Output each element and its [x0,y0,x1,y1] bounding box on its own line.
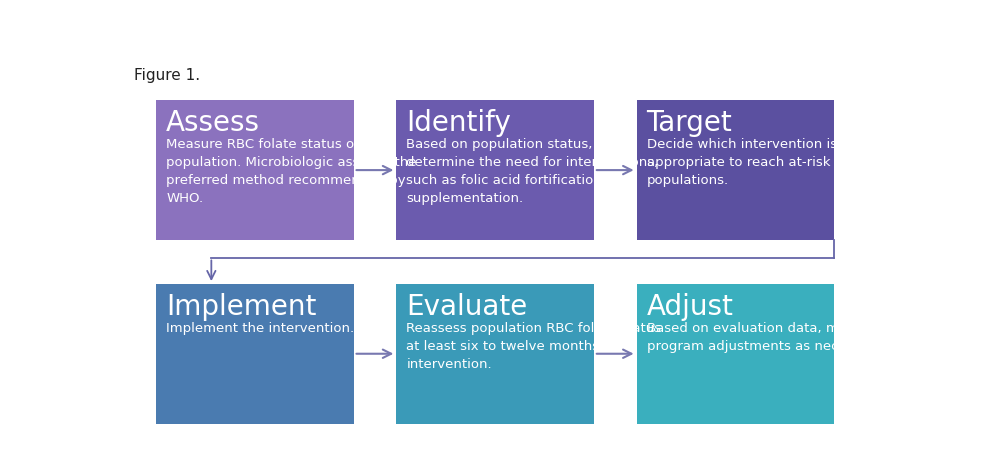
FancyBboxPatch shape [156,284,354,424]
Text: Identify: Identify [406,109,511,137]
Text: Figure 1.: Figure 1. [134,68,200,83]
Text: Implement the intervention.: Implement the intervention. [166,321,354,334]
FancyBboxPatch shape [637,101,834,240]
FancyBboxPatch shape [156,101,354,240]
FancyBboxPatch shape [396,101,594,240]
Text: Adjust: Adjust [647,292,733,320]
Text: Evaluate: Evaluate [406,292,528,320]
FancyBboxPatch shape [396,284,594,424]
Text: Measure RBC folate status of
population. Microbiologic assay is the
preferred me: Measure RBC folate status of population.… [166,138,417,205]
Text: Based on evaluation data, make
program adjustments as necessary.: Based on evaluation data, make program a… [647,321,884,352]
FancyBboxPatch shape [637,284,834,424]
Text: Decide which intervention is the most
appropriate to reach at-risk
populations.: Decide which intervention is the most ap… [647,138,900,187]
Text: Implement: Implement [166,292,316,320]
Text: Assess: Assess [166,109,260,137]
Text: Target: Target [647,109,732,137]
Text: Based on population status,
determine the need for interventions,
such as folic : Based on population status, determine th… [406,138,659,205]
Text: Reassess population RBC folate status
at least six to twelve months post-
interv: Reassess population RBC folate status at… [406,321,661,370]
